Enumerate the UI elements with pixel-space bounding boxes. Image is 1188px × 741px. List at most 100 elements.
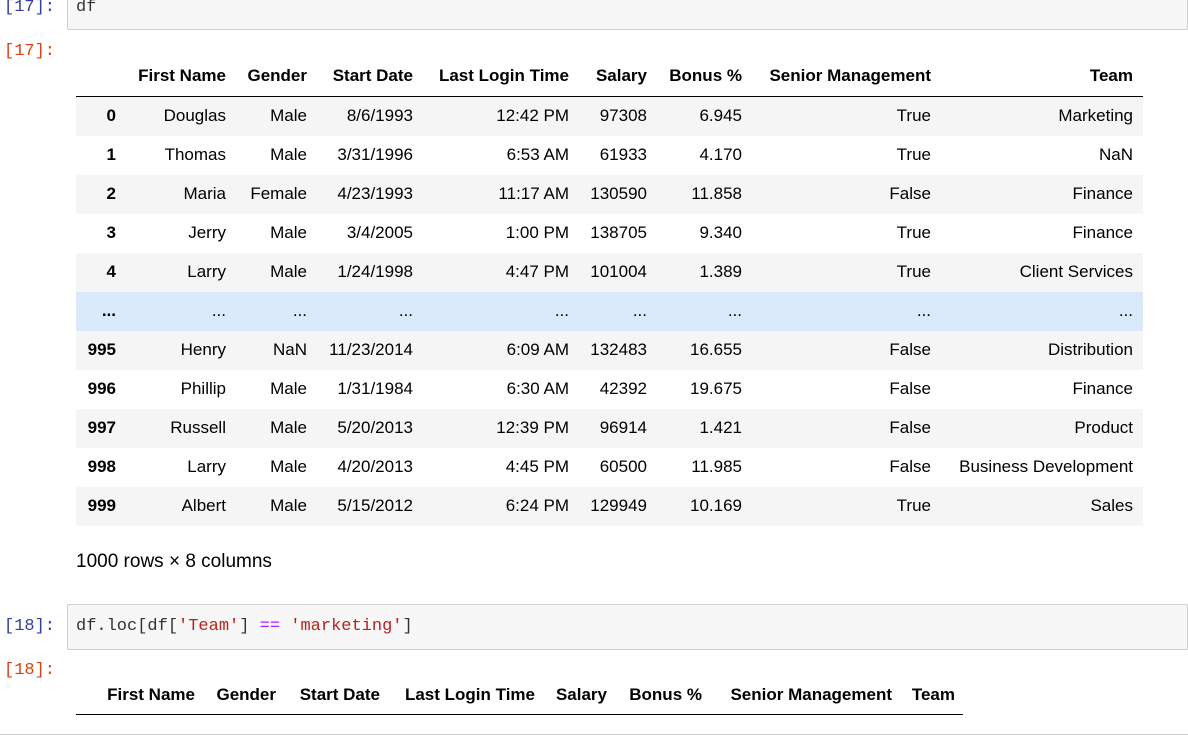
row-index: 1 bbox=[106, 145, 116, 164]
column-header: Salary bbox=[595, 66, 647, 85]
header-rule bbox=[76, 714, 963, 715]
table-cell: True bbox=[896, 145, 931, 164]
table-cell: Maria bbox=[183, 184, 226, 203]
code-token: ] bbox=[402, 617, 413, 636]
table-cell: 96914 bbox=[599, 418, 647, 437]
table-cell: 10.169 bbox=[690, 496, 742, 515]
table-cell: 12:42 PM bbox=[496, 106, 569, 125]
table-cell: Finance bbox=[1072, 184, 1133, 203]
table-cell: 4/20/2013 bbox=[337, 457, 413, 476]
table-cell: Male bbox=[270, 145, 307, 164]
table-cell: ... bbox=[292, 301, 307, 320]
column-header: First Name bbox=[138, 66, 226, 85]
table-cell: 4.170 bbox=[699, 145, 742, 164]
table-cell: 4/23/1993 bbox=[337, 184, 413, 203]
table-cell: 1/24/1998 bbox=[337, 262, 413, 281]
table-cell: Jerry bbox=[188, 223, 226, 242]
table-cell: True bbox=[896, 223, 931, 242]
table-cell: Business Development bbox=[959, 457, 1133, 476]
table-cell: 11/23/2014 bbox=[329, 340, 413, 359]
table-cell: 8/6/1993 bbox=[346, 106, 413, 125]
table-row[interactable] bbox=[76, 214, 1143, 253]
table-cell: Male bbox=[270, 457, 307, 476]
table-row[interactable] bbox=[76, 370, 1143, 409]
column-header: Team bbox=[911, 685, 955, 704]
table-cell: 6:30 AM bbox=[506, 379, 569, 398]
output-prompt: [18]: bbox=[4, 661, 56, 680]
table-row[interactable] bbox=[76, 292, 1143, 331]
code-token: 'marketing' bbox=[290, 617, 403, 636]
table-cell: NaN bbox=[272, 340, 307, 359]
table-cell: 1.389 bbox=[699, 262, 742, 281]
code-line: df bbox=[76, 0, 96, 18]
table-cell: False bbox=[889, 340, 931, 359]
code-token: df bbox=[76, 0, 97, 17]
table-cell: 16.655 bbox=[690, 340, 742, 359]
table-row[interactable] bbox=[76, 331, 1143, 370]
row-index: 3 bbox=[106, 223, 116, 242]
table-cell: 12:39 PM bbox=[496, 418, 569, 437]
table-cell: 61933 bbox=[599, 145, 647, 164]
row-index: 2 bbox=[106, 184, 116, 203]
table-row[interactable] bbox=[76, 253, 1143, 292]
table-cell: False bbox=[889, 418, 931, 437]
table-cell: 129949 bbox=[590, 496, 647, 515]
code-cell[interactable] bbox=[67, 604, 1188, 650]
table-row[interactable] bbox=[76, 487, 1143, 526]
table-cell: Male bbox=[270, 418, 307, 437]
table-cell: ... bbox=[398, 301, 413, 320]
input-prompt: [18]: bbox=[4, 617, 56, 636]
header-rule bbox=[76, 96, 1143, 97]
table-cell: 97308 bbox=[599, 106, 647, 125]
table-cell: 6:24 PM bbox=[505, 496, 569, 515]
table-cell: True bbox=[896, 262, 931, 281]
table-cell: ... bbox=[632, 301, 647, 320]
column-header: Bonus % bbox=[669, 66, 742, 85]
table-cell: ... bbox=[211, 301, 226, 320]
table-shape: 1000 rows × 8 columns bbox=[76, 551, 272, 572]
column-header: First Name bbox=[107, 685, 195, 704]
column-header: Start Date bbox=[332, 66, 413, 85]
table-row[interactable] bbox=[76, 136, 1143, 175]
row-index: 0 bbox=[106, 106, 116, 125]
table-cell: Phillip bbox=[180, 379, 226, 398]
input-prompt: [17]: bbox=[4, 0, 56, 17]
table-cell: 3/31/1996 bbox=[337, 145, 413, 164]
table-cell: 138705 bbox=[590, 223, 647, 242]
table-row[interactable] bbox=[76, 448, 1143, 487]
table-cell: Finance bbox=[1072, 379, 1133, 398]
cell-border bbox=[0, 734, 1188, 735]
table-cell: True bbox=[896, 496, 931, 515]
table-cell: 9.340 bbox=[699, 223, 742, 242]
table-cell: Male bbox=[270, 496, 307, 515]
table-row[interactable] bbox=[76, 175, 1143, 214]
table-cell: Product bbox=[1074, 418, 1133, 437]
table-row[interactable] bbox=[76, 409, 1143, 448]
table-cell: Female bbox=[250, 184, 307, 203]
table-row[interactable] bbox=[76, 97, 1143, 136]
row-index: 995 bbox=[87, 340, 116, 359]
table-cell: Client Services bbox=[1019, 262, 1133, 281]
row-index: 997 bbox=[87, 418, 116, 437]
column-header: Senior Management bbox=[730, 685, 892, 704]
table-cell: Sales bbox=[1090, 496, 1133, 515]
table-cell: ... bbox=[1118, 301, 1133, 320]
table-cell: 11:17 AM bbox=[498, 184, 569, 203]
table-cell: True bbox=[896, 106, 931, 125]
table-cell: 60500 bbox=[599, 457, 647, 476]
table-cell: 11.985 bbox=[691, 457, 742, 476]
table-cell: Larry bbox=[187, 262, 226, 281]
column-header: Gender bbox=[216, 685, 276, 704]
table-cell: 1:00 PM bbox=[505, 223, 569, 242]
code-token: == bbox=[259, 617, 281, 636]
table-cell: 130590 bbox=[590, 184, 647, 203]
table-cell: ... bbox=[554, 301, 569, 320]
column-header: Bonus % bbox=[629, 685, 702, 704]
table-cell: Male bbox=[270, 106, 307, 125]
code-cell[interactable] bbox=[67, 0, 1188, 30]
table-cell: Larry bbox=[187, 457, 226, 476]
table-cell: Finance bbox=[1072, 223, 1133, 242]
table-cell: Thomas bbox=[164, 145, 226, 164]
row-index: 999 bbox=[87, 496, 116, 515]
